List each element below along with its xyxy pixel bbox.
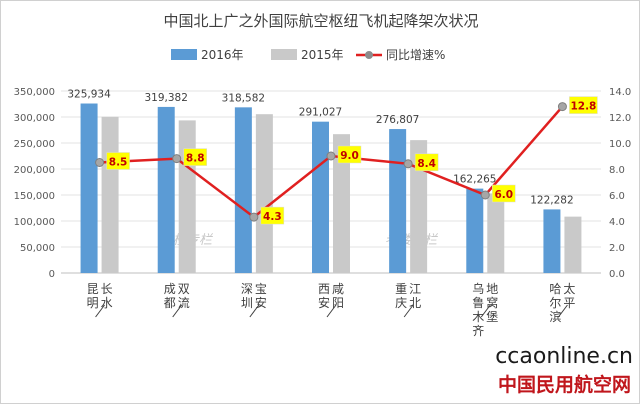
bar-2015 — [564, 216, 582, 273]
y-left-tick-label: 250,000 — [14, 139, 55, 150]
y-right-tick-label: 2.0 — [609, 243, 625, 254]
category-separator — [326, 304, 337, 318]
line-label-box — [106, 152, 130, 170]
bar-value-label: 319,382 — [145, 92, 188, 104]
line-value-label: 6.0 — [494, 189, 513, 201]
y-right-tick-label: 8.0 — [609, 165, 625, 176]
line-point — [95, 158, 105, 167]
category-label: 重庆 — [395, 282, 407, 310]
line-point — [172, 154, 182, 164]
chart-title: 中国北上广之外国际航空枢纽飞机起降架次状况 — [163, 12, 478, 30]
line-value-label: 4.3 — [263, 211, 282, 223]
bar-2015 — [255, 114, 273, 273]
bar-2015 — [487, 193, 505, 273]
line-point — [326, 151, 336, 161]
bar-2016 — [312, 121, 329, 274]
y-right-tick-label: 0.0 — [609, 269, 625, 280]
line-point — [480, 190, 490, 200]
bar-2016 — [80, 103, 98, 274]
y-right-tick-label: 14.0 — [609, 87, 631, 98]
category-label: 江北 — [409, 282, 421, 310]
bar-2016 — [466, 188, 484, 273]
line-point — [557, 102, 567, 112]
bar-value-label: 291,027 — [299, 107, 342, 119]
line-value-label: 8.8 — [186, 153, 205, 165]
category-label: 成都 — [164, 282, 176, 310]
bar-value-label: 276,807 — [376, 114, 419, 126]
bar-value-label: 325,934 — [67, 89, 111, 101]
legend-swatch-1 — [171, 49, 197, 60]
legend-label-3: 同比增速% — [386, 48, 445, 62]
y-right-tick-label: 12.0 — [609, 113, 631, 124]
line-label-box — [183, 148, 207, 166]
line-point — [403, 159, 413, 169]
category-separator — [403, 304, 414, 318]
category-separator — [249, 304, 260, 318]
category-label: 深圳 — [241, 282, 253, 310]
bar-value-label: 162,265 — [453, 174, 496, 186]
line-value-label: 8.4 — [417, 158, 436, 170]
line-value-label: 9.0 — [340, 150, 359, 162]
line-value-label: 12.8 — [570, 101, 596, 113]
line-label-box — [414, 153, 439, 172]
category-label: 太平 — [563, 281, 575, 310]
bar-2015 — [410, 140, 428, 273]
bar-2016 — [543, 209, 561, 273]
legend-swatch-2 — [271, 49, 297, 60]
bar-2016 — [157, 106, 175, 273]
bar-2015 — [333, 134, 350, 273]
category-label: 乌鲁木齐 — [472, 281, 484, 338]
y-right-tick-label: 10.0 — [609, 139, 631, 150]
category-label: 双流 — [178, 282, 190, 310]
y-right-tick-label: 6.0 — [609, 191, 625, 202]
line-point — [249, 212, 259, 222]
category-label: 咸阳 — [332, 282, 344, 310]
y-left-tick-label: 150,000 — [14, 191, 55, 202]
category-label: 长水 — [101, 282, 113, 310]
category-label: 哈尔滨 — [549, 282, 561, 324]
y-left-tick-label: 200,000 — [14, 165, 55, 176]
line-label-box — [492, 184, 516, 203]
category-separator — [558, 304, 568, 318]
line-value-label: 8.5 — [109, 157, 128, 169]
y-left-tick-label: 350,000 — [14, 87, 55, 98]
legend-label-1: 2016年 — [201, 48, 244, 62]
category-label: 地窝堡 — [486, 282, 498, 324]
bar-2016 — [234, 107, 252, 273]
site-domain: ccaonline.cn — [495, 344, 633, 369]
category-label: 西安 — [318, 282, 330, 310]
category-label: 昆明 — [87, 282, 99, 310]
legend-label-2: 2015年 — [301, 48, 344, 62]
y-right-tick-label: 4.0 — [609, 217, 625, 228]
line-label-box — [569, 96, 598, 114]
y-left-tick-label: 100,000 — [14, 217, 55, 228]
y-left-tick-label: 0 — [49, 269, 55, 280]
site-name: 中国民用航空网 — [498, 373, 631, 396]
category-label: 宝安 — [255, 282, 267, 310]
category-separator — [172, 304, 183, 318]
y-left-tick-label: 300,000 — [14, 113, 55, 124]
category-separator — [480, 304, 491, 318]
category-separator — [95, 304, 105, 318]
legend-marker — [365, 51, 373, 59]
bar-value-label: 122,282 — [530, 194, 573, 206]
line-label-box — [337, 145, 362, 164]
bar-2016 — [389, 129, 407, 273]
bar-2015 — [101, 116, 119, 274]
y-left-tick-label: 50,000 — [20, 243, 55, 254]
bar-2015 — [178, 120, 196, 273]
line-label-box — [260, 206, 285, 225]
bar-value-label: 318,582 — [222, 92, 265, 104]
